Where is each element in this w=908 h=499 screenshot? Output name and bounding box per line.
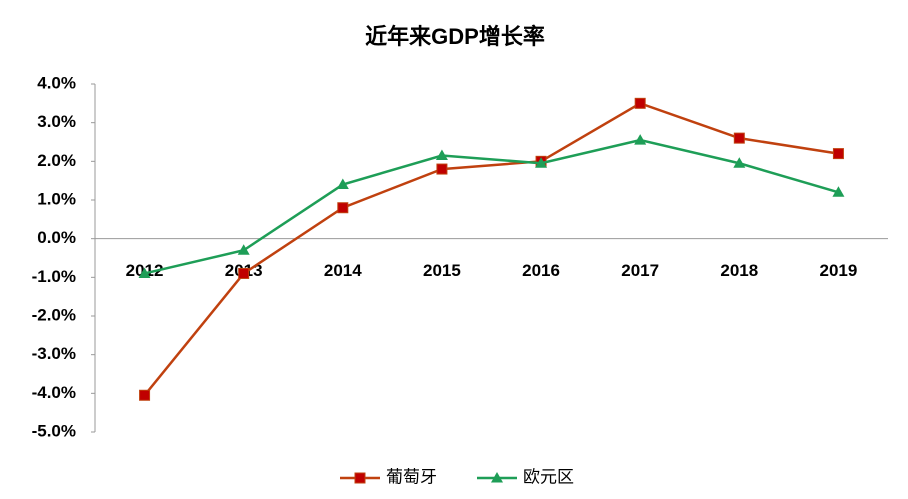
y-tick-label: -5.0% bbox=[32, 421, 76, 440]
x-tick-label: 2015 bbox=[423, 261, 461, 280]
y-tick-label: -3.0% bbox=[32, 344, 76, 363]
y-tick-label: 3.0% bbox=[37, 112, 76, 131]
x-tick-label: 2016 bbox=[522, 261, 560, 280]
point bbox=[337, 202, 349, 214]
point bbox=[733, 132, 745, 144]
y-tick-label: -1.0% bbox=[32, 267, 76, 286]
legend-label: 欧元区 bbox=[523, 467, 574, 486]
x-tick-label: 2019 bbox=[820, 261, 858, 280]
point bbox=[138, 267, 151, 278]
point bbox=[354, 472, 366, 484]
point bbox=[435, 149, 448, 161]
point bbox=[634, 134, 647, 145]
y-tick-label: 0.0% bbox=[37, 228, 76, 247]
point bbox=[139, 389, 151, 401]
y-tick-label: -2.0% bbox=[32, 305, 76, 324]
point bbox=[634, 97, 646, 109]
point bbox=[535, 157, 548, 168]
legend-label: 葡萄牙 bbox=[386, 467, 437, 486]
x-tick-label: 2017 bbox=[621, 261, 659, 280]
series-line bbox=[143, 101, 839, 397]
x-tick-label: 2018 bbox=[720, 261, 758, 280]
y-tick-label: 2.0% bbox=[37, 151, 76, 170]
y-tick-label: 4.0% bbox=[37, 73, 76, 92]
point bbox=[733, 157, 746, 168]
point bbox=[832, 186, 845, 197]
y-tick-label: 1.0% bbox=[37, 189, 76, 208]
point bbox=[238, 267, 250, 279]
point bbox=[832, 148, 844, 160]
y-tick-label: -4.0% bbox=[32, 383, 76, 402]
point bbox=[436, 163, 448, 175]
chart-title: 近年来GDP增长率 bbox=[365, 24, 545, 49]
x-tick-label: 2014 bbox=[324, 261, 362, 280]
series-line bbox=[144, 138, 839, 275]
point bbox=[336, 178, 349, 190]
point bbox=[491, 472, 503, 483]
point bbox=[237, 244, 250, 255]
